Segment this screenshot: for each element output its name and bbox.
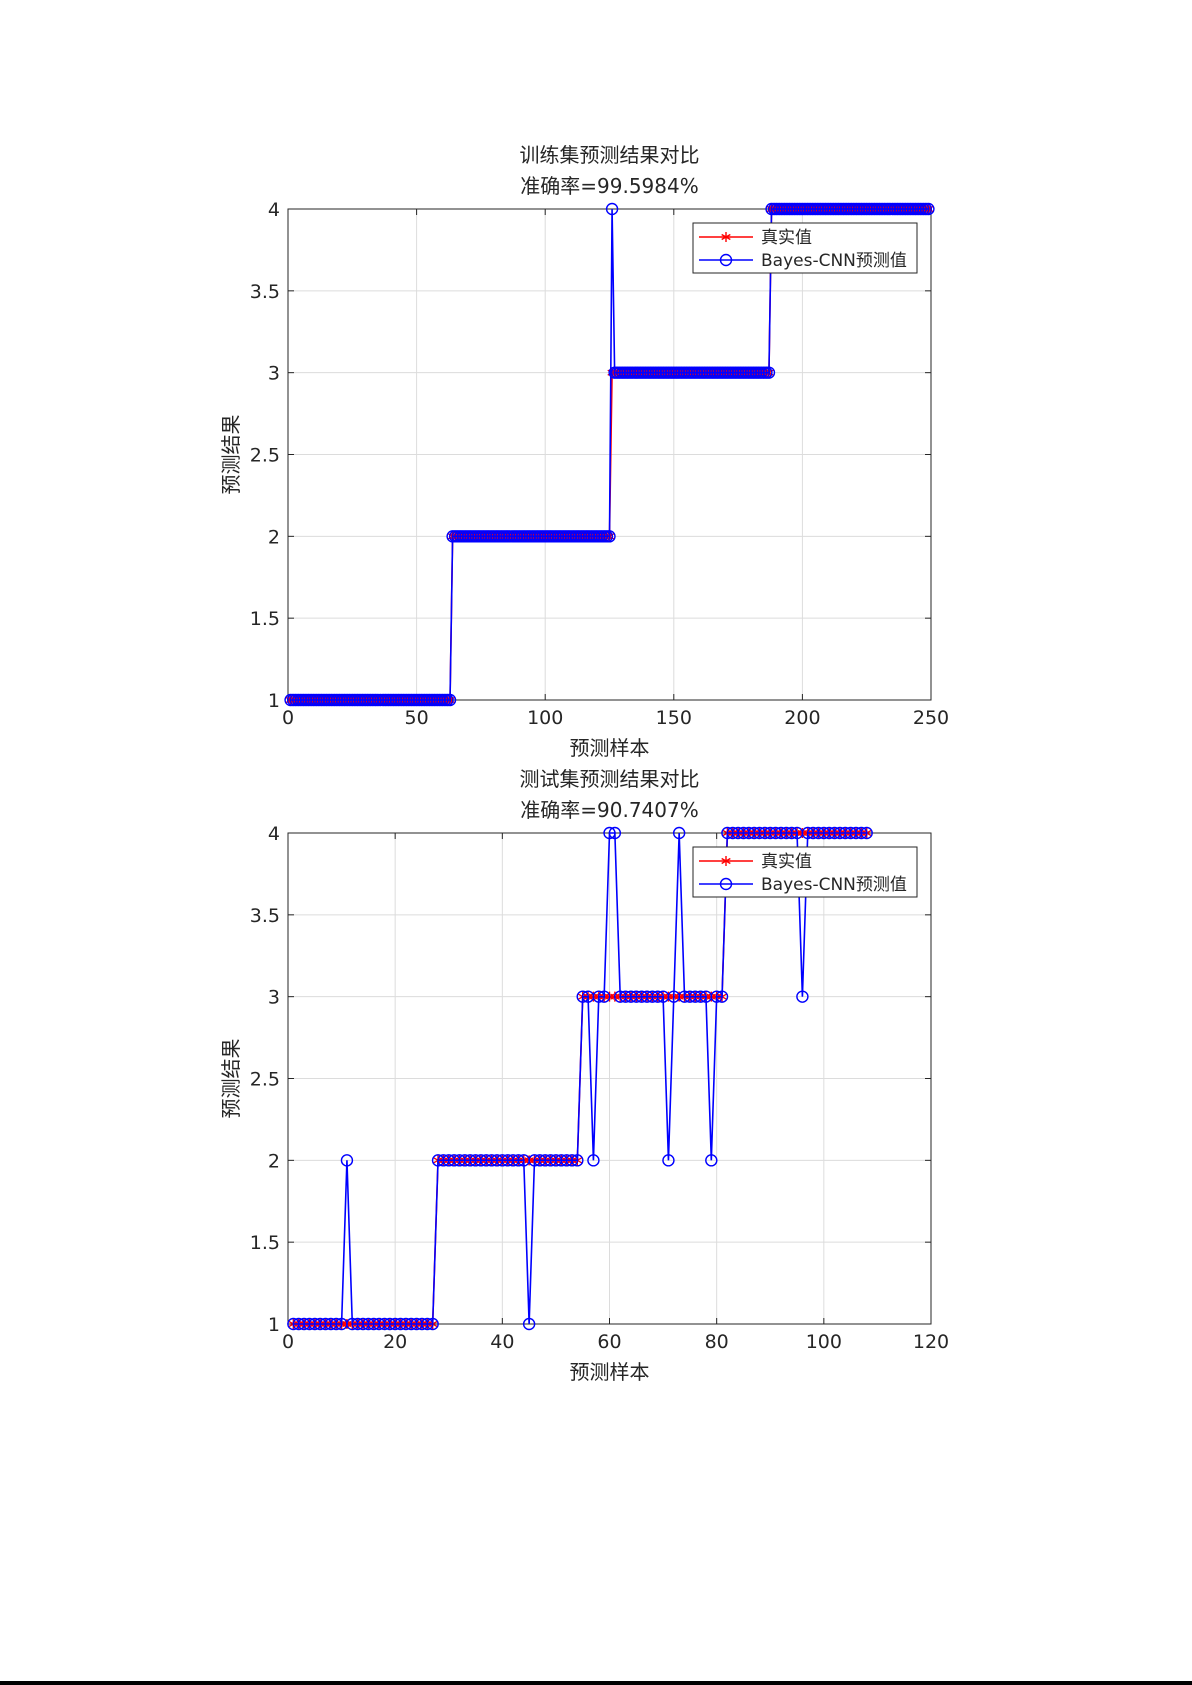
legend-label-pred: Bayes-CNN预测值 (761, 875, 907, 895)
pred-point (785, 826, 798, 840)
pred-point (762, 366, 776, 379)
pred-series-line (293, 832, 867, 1325)
pred-point (605, 202, 619, 216)
y-tick-label: 1 (268, 690, 280, 712)
pred-point (340, 1154, 354, 1167)
true-series-markers (288, 828, 872, 1329)
y-tick-label: 3 (268, 987, 280, 1009)
y-tick-label: 2.5 (250, 445, 280, 467)
legend-circle-icon (719, 877, 733, 891)
y-tick-label: 2 (268, 526, 280, 548)
pred-point (603, 826, 616, 840)
x-tick-label: 40 (490, 1331, 514, 1353)
chart-subtitle: 准确率=90.7407% (520, 798, 698, 822)
y-tick-label: 2 (268, 1150, 280, 1172)
x-tick-label: 50 (405, 707, 429, 729)
x-tick-label: 200 (784, 707, 820, 729)
legend-circle-icon (719, 253, 733, 267)
legend-star-icon (721, 856, 731, 866)
legend-box (692, 846, 918, 898)
x-tick-label: 60 (597, 1331, 621, 1353)
pred-point (330, 1317, 343, 1331)
train-chart: 0 50 100 150 200 250 1 1.5 2 2.5 3 3.5 4 训练集预测结果对比准确率… (219, 143, 949, 760)
legend-box (692, 222, 918, 274)
pred-point (705, 1154, 718, 1167)
x-tick-label: 80 (705, 1331, 729, 1353)
pred-point (715, 990, 729, 1003)
pred-point (587, 1154, 600, 1167)
y-tick-label: 4 (268, 823, 280, 845)
x-tick-label: 250 (913, 707, 949, 729)
x-tick-label: 150 (656, 707, 692, 729)
pred-point (608, 826, 622, 840)
pred-point (860, 826, 873, 840)
pred-point (672, 826, 686, 840)
pred-point (443, 693, 457, 707)
test-chart: 0 20 40 60 80 100 120 1 1.5 2 2.5 3 3.5 4 测试集预测结果对比准确率… (219, 767, 949, 1384)
pred-point (426, 1317, 439, 1331)
x-tick-label: 0 (282, 707, 294, 729)
legend-label-true: 真实值 (761, 228, 812, 248)
pred-point (522, 1317, 536, 1331)
y-tick-label: 3 (268, 363, 280, 385)
pred-series-markers (287, 826, 873, 1331)
legend-label-true: 真实值 (761, 852, 812, 872)
chart-title: 测试集预测结果对比 (520, 767, 700, 791)
legend: 真实值 Bayes-CNN预测值 (692, 222, 918, 274)
pred-point (565, 1154, 579, 1167)
x-tick-label: 120 (913, 1331, 949, 1353)
pred-point (855, 826, 868, 840)
x-axis-label: 预测样本 (570, 1360, 650, 1384)
pred-point (576, 990, 589, 1003)
pred-point (592, 990, 605, 1003)
pred-point (710, 990, 723, 1003)
pred-point (796, 990, 809, 1003)
x-tick-label: 0 (282, 1331, 294, 1353)
pred-point (421, 1317, 434, 1331)
pred-point (512, 1154, 525, 1167)
page-bottom-rule (0, 1681, 1192, 1685)
legend: 真实值 Bayes-CNN预测值 (692, 846, 918, 898)
legend-star-icon (721, 232, 731, 242)
x-tick-label: 100 (527, 707, 563, 729)
y-tick-label: 4 (268, 199, 280, 221)
chart-title: 训练集预测结果对比 (520, 143, 700, 167)
legend-label-pred: Bayes-CNN预测值 (761, 251, 907, 271)
x-tick-label: 20 (383, 1331, 407, 1353)
pred-point (694, 990, 707, 1003)
y-tick-label: 1.5 (250, 1232, 280, 1254)
y-axis-label: 预测结果 (219, 1039, 243, 1119)
pred-point (603, 530, 616, 543)
x-tick-label: 100 (806, 1331, 842, 1353)
pred-point (922, 202, 935, 216)
y-tick-label: 3.5 (250, 281, 280, 303)
y-tick-label: 3.5 (250, 905, 280, 927)
pred-point (662, 1154, 675, 1167)
pred-point (571, 1154, 584, 1167)
x-axis-label: 预测样本 (570, 736, 650, 760)
pred-point (651, 990, 664, 1003)
pred-series-markers (284, 202, 935, 707)
y-tick-label: 1 (268, 1314, 280, 1336)
chart-subtitle: 准确率=99.5984% (520, 174, 698, 198)
y-axis-label: 预测结果 (219, 415, 243, 495)
pred-point (597, 990, 611, 1003)
y-tick-label: 1.5 (250, 608, 280, 630)
y-tick-label: 2.5 (250, 1069, 280, 1091)
